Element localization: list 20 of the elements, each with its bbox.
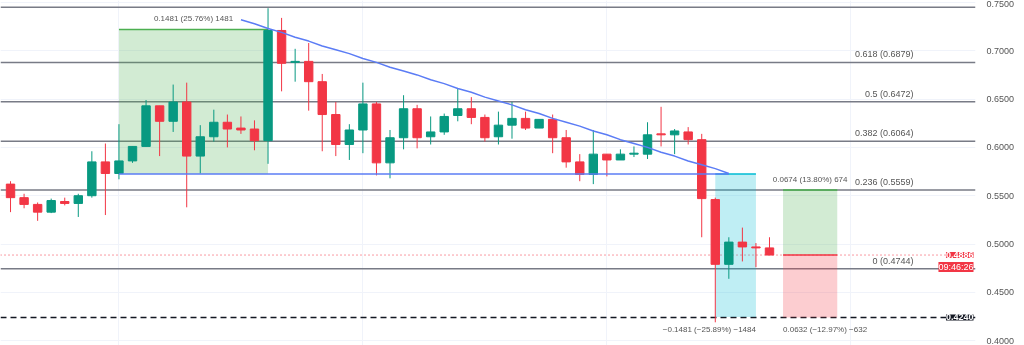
annotation: −0.1481 (−25.89%) −1484 — [662, 324, 757, 334]
ref-line-label: 0.4240 — [945, 312, 974, 323]
y-tick-label: 0.6500 — [986, 94, 1015, 105]
annotation: 0.0632 (−12.97%) −632 — [783, 325, 868, 335]
ref-line-label: 0.382 (0.6064) — [854, 128, 914, 139]
ref-line-label: 0.5 (0.6472) — [864, 88, 914, 99]
y-tick-label: 0.5500 — [986, 190, 1015, 201]
y-tick-label: 0.7500 — [986, 0, 1015, 9]
y-tick-label: 0.7000 — [986, 45, 1015, 56]
ref-line-label: 0 (0.4744) — [872, 255, 914, 266]
annotation: 09:46:26 — [938, 262, 974, 273]
ref-line-label: 0.618 (0.6879) — [854, 49, 914, 60]
ref-line-label: 0.4886 — [945, 250, 974, 261]
annotation: 0.0674 (13.80%) 674 — [772, 175, 849, 185]
ref-line-label: 0.236 (0.5559) — [854, 177, 914, 188]
y-tick-label: 0.4500 — [986, 287, 1015, 298]
y-tick-label: 0.4000 — [986, 335, 1015, 345]
y-tick-label: 0.6000 — [986, 142, 1015, 153]
y-tick-label: 0.5000 — [986, 239, 1015, 250]
annotation: 0.1481 (25.76%) 1481 — [153, 14, 234, 24]
